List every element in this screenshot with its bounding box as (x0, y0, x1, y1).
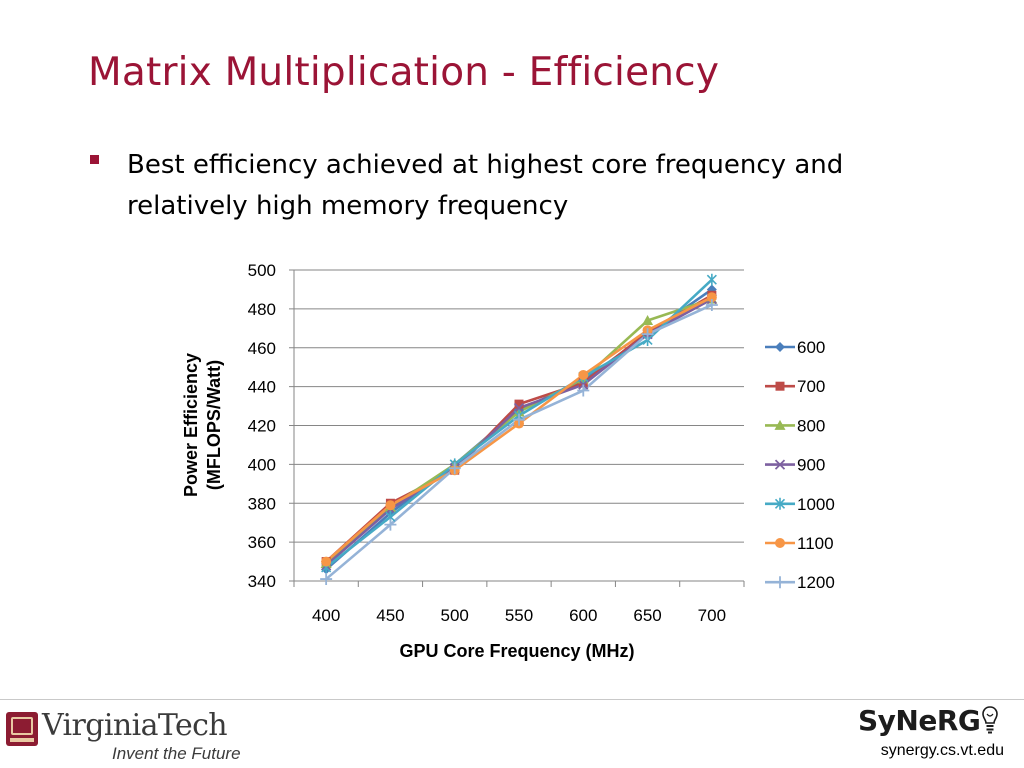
legend-label-900: 900 (797, 456, 825, 475)
series-line-800 (325, 297, 713, 565)
x-tick-label: 450 (376, 606, 404, 625)
lightbulb-icon (982, 706, 998, 734)
series-line-900 (325, 298, 713, 567)
vt-tagline: Invent the Future (112, 744, 241, 763)
y-axis-title: Power Efficiency (MFLOPS/Watt) (181, 353, 224, 497)
synergy-logo: SyNeRG (858, 704, 1008, 744)
x-tick-label: 700 (698, 606, 726, 625)
data-point-1100 (321, 556, 332, 567)
data-point-700 (514, 399, 524, 409)
data-point-1100 (385, 500, 396, 511)
x-tick-label: 400 (312, 606, 340, 625)
x-tick-label: 550 (505, 606, 533, 625)
series-line-1200 (325, 303, 713, 581)
vt-logo-text: VirginiaTech (42, 708, 228, 743)
x-tick-label: 650 (633, 606, 661, 625)
legend-label-700: 700 (797, 377, 825, 396)
y-tick-label: 340 (248, 572, 276, 591)
legend-label-600: 600 (797, 338, 825, 357)
bullet-marker-icon (90, 155, 99, 164)
y-tick-label: 420 (248, 417, 276, 436)
x-tick-label: 500 (441, 606, 469, 625)
footer-divider (0, 699, 1024, 700)
legend-label-1200: 1200 (797, 573, 835, 592)
legend-label-1000: 1000 (797, 495, 835, 514)
vt-seal-icon (6, 712, 38, 746)
y-tick-label: 460 (248, 339, 276, 358)
legend-marker-1200 (774, 576, 786, 589)
y-tick-label: 500 (248, 261, 276, 280)
data-point-1200 (705, 298, 718, 311)
data-point-1200 (513, 413, 525, 426)
data-point-800 (642, 315, 654, 326)
y-tick-label: 380 (248, 494, 276, 513)
data-point-1100 (578, 369, 589, 380)
efficiency-line-chart: 340 360 380 400 420 440 460 480 500 400 450 500 550 6… (181, 261, 835, 661)
legend-marker-600 (775, 342, 785, 352)
data-point-900 (513, 402, 525, 414)
data-point-1200 (641, 328, 654, 341)
virginia-tech-logo: VirginiaTech Invent the Future (6, 708, 246, 764)
x-tick-label: 600 (569, 606, 597, 625)
data-point-1200 (320, 573, 333, 586)
data-point-1200 (384, 518, 397, 531)
legend-label-1100: 1100 (797, 534, 834, 553)
data-point-1200 (448, 462, 461, 475)
legend-marker-1000 (774, 497, 786, 510)
legend-marker-1100 (775, 538, 785, 548)
y-tick-label: 440 (248, 378, 276, 397)
data-point-1100 (706, 292, 717, 303)
slide-title: Matrix Multiplication - Efficiency (88, 50, 720, 95)
y-tick-label: 360 (248, 533, 276, 552)
x-axis-title: GPU Core Frequency (MHz) (399, 641, 634, 661)
lab-url: synergy.cs.vt.edu (880, 742, 1004, 759)
y-tick-label: 400 (248, 455, 276, 474)
legend-marker-800 (774, 419, 786, 430)
y-axis-title-line: Power Efficiency (181, 353, 201, 497)
y-tick-label: 480 (248, 300, 276, 319)
legend-marker-700 (775, 381, 785, 391)
bullet-text: Best efficiency achieved at highest core… (127, 150, 844, 221)
y-axis-title-line: (MFLOPS/Watt) (204, 360, 224, 490)
legend-marker-900 (774, 459, 786, 470)
data-point-1000 (706, 273, 717, 286)
legend-label-800: 800 (797, 416, 825, 435)
synergy-logo-text: SyNeRG (858, 704, 981, 737)
data-point-1200 (577, 384, 590, 397)
